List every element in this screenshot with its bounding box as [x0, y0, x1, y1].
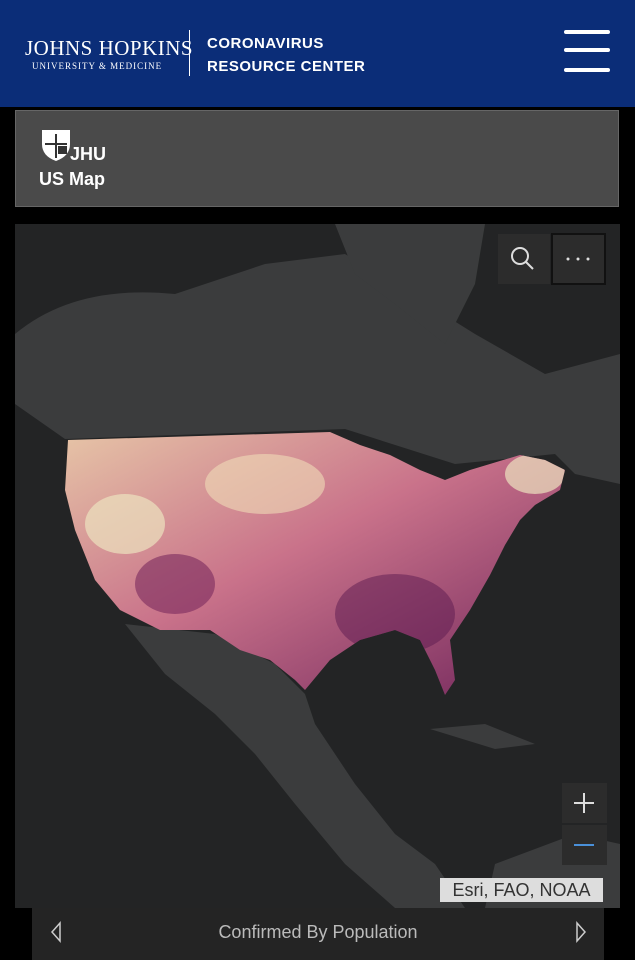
layer-footer: Confirmed By Population	[32, 908, 604, 960]
title-panel: JHU US Map	[15, 110, 619, 207]
more-button[interactable]	[551, 233, 606, 285]
zoom-out-button[interactable]	[562, 825, 607, 865]
zoom-in-button[interactable]	[562, 783, 607, 823]
menu-bar	[564, 30, 610, 34]
shield-icon	[42, 130, 70, 161]
land-cuba	[430, 724, 535, 749]
org-label: JHU	[70, 144, 107, 164]
layer-name: Confirmed By Population	[218, 922, 418, 942]
prev-arrow[interactable]	[49, 921, 63, 943]
land-mexico	[125, 624, 465, 908]
site-title: RESOURCE CENTER	[207, 58, 366, 75]
divider	[189, 30, 190, 76]
logo-subtitle: UNIVERSITY & MEDICINE	[32, 61, 163, 71]
site-header: JOHNS HOPKINS UNIVERSITY & MEDICINE CORO…	[0, 0, 635, 107]
search-button[interactable]	[498, 234, 550, 284]
map[interactable]	[15, 224, 620, 908]
land-north	[335, 224, 485, 344]
menu-button[interactable]	[560, 26, 614, 80]
map-attribution: Esri, FAO, NOAA	[440, 878, 603, 902]
panel-title: US Map	[39, 169, 106, 189]
site-title: CORONAVIRUS	[207, 35, 324, 52]
logo-name[interactable]: JOHNS HOPKINS	[25, 36, 194, 60]
next-arrow[interactable]	[574, 921, 588, 943]
menu-bar	[564, 68, 610, 72]
menu-bar	[564, 48, 610, 52]
land-canada	[15, 254, 620, 484]
